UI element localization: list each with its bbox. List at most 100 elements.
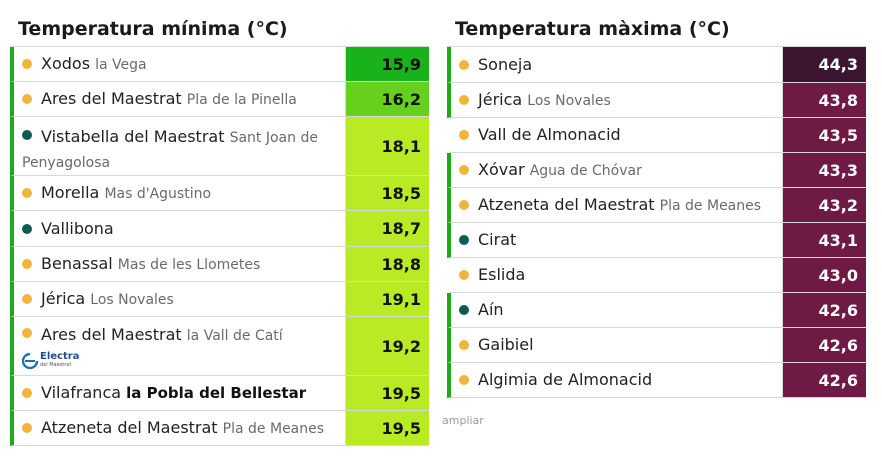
temp-value: 16,2 — [346, 82, 429, 116]
station-name: Gaibiel — [478, 335, 534, 354]
temp-value: 42,6 — [783, 293, 866, 327]
temp-value: 15,9 — [346, 47, 429, 81]
station-name: Cirat — [478, 230, 517, 249]
station-location: la Pobla del Bellestar — [126, 384, 307, 402]
station-dot-icon — [459, 130, 469, 140]
table-row: Algimia de Almonacid 42,6 — [447, 363, 866, 398]
table-row: Morella Mas d'Agustino 18,5 — [10, 176, 429, 211]
expand-link[interactable]: ampliar — [442, 414, 484, 427]
logo-name: Electra — [40, 351, 80, 362]
table-row: Benassal Mas de les Llometes 18,8 — [10, 247, 429, 282]
station-name: Eslida — [478, 265, 526, 284]
station-name: Xodos — [41, 53, 91, 73]
temp-value: 43,1 — [783, 223, 866, 257]
table-row: Eslida 43,0 — [447, 258, 866, 293]
station-location: Pla de Meanes — [222, 420, 325, 437]
station-name: Morella — [41, 182, 100, 202]
table-row: Xóvar Agua de Chóvar 43,3 — [447, 153, 866, 188]
station-name: Algimia de Almonacid — [478, 370, 653, 389]
temp-value: 19,5 — [346, 411, 429, 445]
table-row: Xodos la Vega 15,9 — [10, 47, 429, 82]
station-name: Atzeneta del Maestrat — [41, 417, 218, 437]
table-row: Jérica Los Novales 19,1 — [10, 282, 429, 317]
max-temp-table: Soneja 44,3 Jérica Los Novales 43,8 Vall… — [447, 46, 866, 398]
temp-value: 43,3 — [783, 153, 866, 187]
temp-value: 43,2 — [783, 188, 866, 222]
min-temp-panel: Temperatura mínima (°C) Xodos la Vega 15… — [10, 0, 429, 446]
station-location: Pla de Meanes — [659, 197, 762, 214]
station-name: Vallibona — [41, 218, 114, 238]
table-row: Jérica Los Novales 43,8 — [447, 83, 866, 118]
station-location: Sant Joan de Penyagolosa — [22, 130, 318, 171]
station-name: Benassal — [41, 253, 113, 273]
electra-logo: Electra del Maestrat — [22, 350, 339, 372]
station-location: la Vega — [95, 56, 147, 73]
temp-value: 43,8 — [783, 83, 866, 117]
station-name: Soneja — [478, 54, 533, 74]
station-name: Atzeneta del Maestrat — [478, 194, 655, 214]
station-dot-icon — [22, 188, 32, 198]
table-row: Cirat 43,1 — [447, 223, 866, 258]
logo-subtitle: del Maestrat — [40, 362, 72, 368]
station-dot-icon — [22, 423, 32, 433]
temp-value: 18,8 — [346, 247, 429, 281]
temp-value: 42,6 — [783, 363, 866, 397]
table-row: Atzeneta del Maestrat Pla de Meanes 43,2 — [447, 188, 866, 223]
station-location: Mas de les Llometes — [117, 256, 261, 273]
station-dot-icon — [22, 328, 32, 338]
temp-value: 43,0 — [783, 258, 866, 292]
temp-value: 19,2 — [346, 317, 429, 375]
station-dot-icon — [459, 305, 469, 315]
station-name: Jérica — [478, 89, 523, 109]
temp-value: 19,5 — [346, 376, 429, 410]
min-temp-table: Xodos la Vega 15,9 Ares del Maestrat Pla… — [10, 46, 429, 446]
station-dot-icon — [459, 95, 469, 105]
station-dot-icon — [22, 130, 32, 140]
max-temp-panel: Temperatura màxima (°C) Soneja 44,3 Jéri… — [447, 0, 866, 398]
station-location: la Vall de Catí — [186, 328, 283, 344]
temp-value: 42,6 — [783, 328, 866, 362]
table-row: Gaibiel 42,6 — [447, 328, 866, 363]
station-dot-icon — [22, 388, 32, 398]
station-dot-icon — [22, 259, 32, 269]
station-dot-icon — [459, 235, 469, 245]
station-location: Los Novales — [527, 92, 611, 109]
station-name: Ares del Maestrat — [41, 88, 182, 108]
station-name: Vall de Almonacid — [478, 125, 621, 144]
table-row: Vistabella del Maestrat Sant Joan de Pen… — [10, 117, 429, 176]
station-name: Vistabella del Maestrat — [41, 127, 225, 146]
table-row: Vall de Almonacid 43,5 — [447, 118, 866, 153]
max-temp-title: Temperatura màxima (°C) — [455, 18, 730, 40]
station-location: Los Novales — [90, 291, 174, 308]
station-name: Jérica — [41, 288, 86, 308]
station-name: Xóvar — [478, 159, 525, 179]
table-row: Aín 42,6 — [447, 293, 866, 328]
station-dot-icon — [459, 375, 469, 385]
table-row: Vallibona 18,7 — [10, 211, 429, 247]
min-temp-title: Temperatura mínima (°C) — [18, 18, 288, 40]
table-row: Ares del Maestrat Pla de la Pinella 16,2 — [10, 82, 429, 117]
station-dot-icon — [22, 294, 32, 304]
temp-value: 18,7 — [346, 211, 429, 246]
temp-value: 18,1 — [346, 117, 429, 175]
station-name: Aín — [478, 300, 504, 319]
station-dot-icon — [22, 59, 32, 69]
temp-value: 18,5 — [346, 176, 429, 210]
station-dot-icon — [459, 165, 469, 175]
station-dot-icon — [22, 94, 32, 104]
station-location: Pla de la Pinella — [186, 91, 297, 108]
station-location: Agua de Chóvar — [529, 162, 642, 179]
temp-value: 43,5 — [783, 118, 866, 152]
station-dot-icon — [459, 59, 469, 70]
table-row: Vilafranca la Pobla del Bellestar 19,5 — [10, 376, 429, 411]
station-name: Ares del Maestrat — [41, 325, 182, 344]
table-row: Ares del Maestrat la Vall de Catí Electr… — [10, 317, 429, 376]
station-dot-icon — [459, 200, 469, 210]
table-row: Soneja 44,3 — [447, 47, 866, 83]
station-dot-icon — [459, 270, 469, 280]
temp-value: 19,1 — [346, 282, 429, 316]
temp-value: 44,3 — [783, 47, 866, 82]
table-row: Atzeneta del Maestrat Pla de Meanes 19,5 — [10, 411, 429, 446]
station-location: Mas d'Agustino — [104, 185, 212, 202]
station-name: Vilafranca — [41, 383, 122, 402]
